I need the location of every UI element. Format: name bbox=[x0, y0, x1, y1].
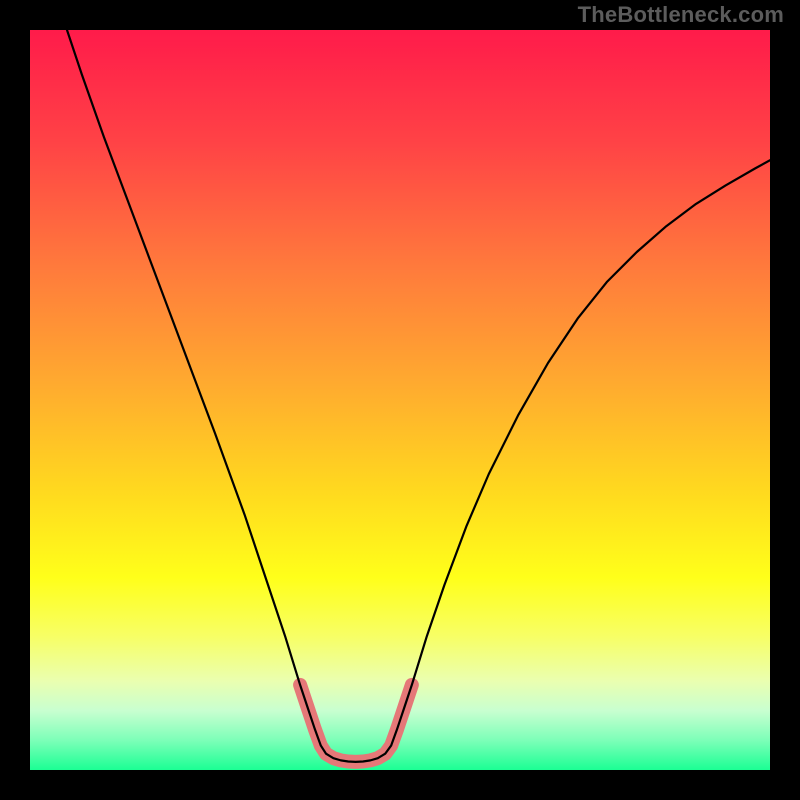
plot-area bbox=[30, 30, 770, 770]
curve-layer bbox=[30, 30, 770, 770]
main-curve bbox=[67, 30, 770, 762]
watermark-text: TheBottleneck.com bbox=[578, 2, 784, 28]
outer-frame: TheBottleneck.com bbox=[0, 0, 800, 800]
highlight-band bbox=[300, 685, 412, 762]
